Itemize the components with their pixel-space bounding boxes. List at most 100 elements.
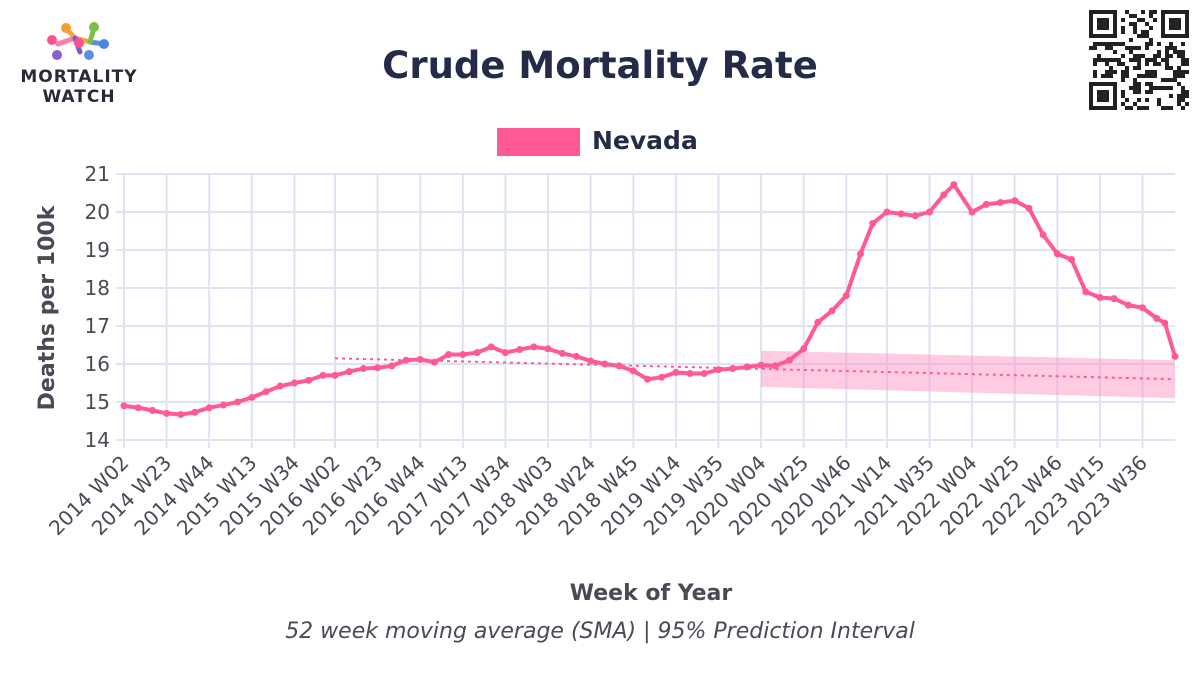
qr-module: [1121, 62, 1125, 66]
data-point: [785, 356, 793, 364]
y-axis-title: Deaths per 100k: [35, 204, 60, 410]
qr-module: [1181, 98, 1185, 102]
qr-module: [1145, 62, 1149, 66]
data-point: [163, 409, 171, 417]
chart-caption: 52 week moving average (SMA) | 95% Predi…: [285, 619, 915, 644]
qr-module: [1145, 58, 1149, 62]
qr-module: [1097, 54, 1101, 58]
qr-module: [1101, 74, 1105, 78]
qr-module: [1133, 82, 1137, 86]
data-point: [997, 199, 1005, 206]
qr-module: [1145, 34, 1149, 38]
qr-module: [1161, 106, 1165, 110]
data-point: [205, 404, 213, 412]
qr-module: [1137, 18, 1141, 22]
qr-module: [1181, 42, 1185, 46]
qr-module: [1133, 78, 1137, 82]
qr-module: [1165, 78, 1169, 82]
qr-module: [1169, 42, 1173, 46]
mortality-watch-logo[interactable]: MORTALITY WATCH: [20, 22, 137, 107]
data-point: [1025, 204, 1033, 212]
qr-module: [1121, 18, 1125, 22]
qr-module: [1121, 30, 1125, 34]
qr-module: [1137, 62, 1141, 66]
data-point: [982, 200, 990, 208]
data-point: [1068, 256, 1076, 263]
qr-finder-core: [1169, 18, 1181, 30]
qr-module: [1121, 94, 1125, 98]
qr-module: [1157, 42, 1161, 46]
data-point: [430, 358, 438, 366]
qr-module: [1173, 70, 1177, 74]
qr-module: [1121, 54, 1125, 58]
qr-module: [1185, 102, 1189, 106]
data-point: [305, 376, 313, 384]
data-point: [1110, 295, 1118, 303]
qr-module: [1181, 90, 1185, 94]
qr-module: [1141, 34, 1145, 38]
qr-module: [1181, 58, 1185, 62]
qr-module: [1145, 74, 1149, 78]
qr-module: [1125, 74, 1129, 78]
data-point: [402, 356, 410, 364]
qr-module: [1113, 70, 1117, 74]
baseline-trend: [334, 357, 1176, 381]
qr-module: [1149, 14, 1153, 18]
qr-module: [1177, 94, 1181, 98]
data-point: [672, 368, 680, 376]
data-point: [814, 318, 822, 326]
qr-module: [1129, 14, 1133, 18]
qr-module: [1165, 62, 1169, 66]
qr-code-icon[interactable]: [1087, 8, 1191, 112]
data-point: [1171, 352, 1179, 360]
y-tick-label: 14: [85, 428, 110, 452]
data-point: [219, 401, 227, 409]
qr-finder-core: [1097, 90, 1109, 102]
data-point: [950, 181, 958, 189]
qr-module: [1165, 58, 1169, 62]
qr-module: [1153, 58, 1157, 62]
qr-module: [1169, 66, 1173, 70]
qr-module: [1177, 102, 1181, 106]
qr-module: [1109, 70, 1113, 74]
legend-label-nevada: Nevada: [592, 126, 698, 155]
y-tick-label: 21: [85, 162, 110, 186]
data-point: [615, 362, 623, 370]
qr-module: [1133, 66, 1137, 70]
data-point: [331, 371, 339, 379]
qr-module: [1109, 58, 1113, 62]
y-tick-label: 18: [85, 276, 110, 300]
data-point: [572, 352, 580, 360]
qr-module: [1185, 58, 1189, 62]
data-point: [643, 375, 651, 383]
qr-module: [1117, 62, 1121, 66]
qr-module: [1113, 42, 1117, 46]
data-point: [345, 368, 353, 376]
legend[interactable]: Nevada: [497, 126, 698, 156]
qr-module: [1153, 54, 1157, 58]
data-point: [1161, 319, 1169, 327]
qr-module: [1157, 62, 1161, 66]
qr-module: [1125, 70, 1129, 74]
qr-module: [1141, 30, 1145, 34]
qr-module: [1173, 50, 1177, 54]
data-point: [544, 345, 552, 353]
qr-module: [1093, 58, 1097, 62]
qr-module: [1089, 46, 1093, 50]
qr-module: [1105, 74, 1109, 78]
data-point: [262, 388, 270, 396]
qr-module: [1173, 74, 1177, 78]
y-tick-label: 19: [85, 238, 110, 262]
data-point: [842, 292, 850, 300]
data-point: [1039, 231, 1047, 239]
qr-module: [1097, 42, 1101, 46]
logo-line1: MORTALITY: [20, 67, 137, 87]
data-point: [148, 406, 156, 414]
qr-module: [1149, 10, 1153, 14]
x-axis-title: Week of Year: [570, 581, 733, 606]
data-point: [191, 408, 199, 416]
qr-module: [1129, 106, 1133, 110]
y-tick-label: 16: [85, 352, 110, 376]
